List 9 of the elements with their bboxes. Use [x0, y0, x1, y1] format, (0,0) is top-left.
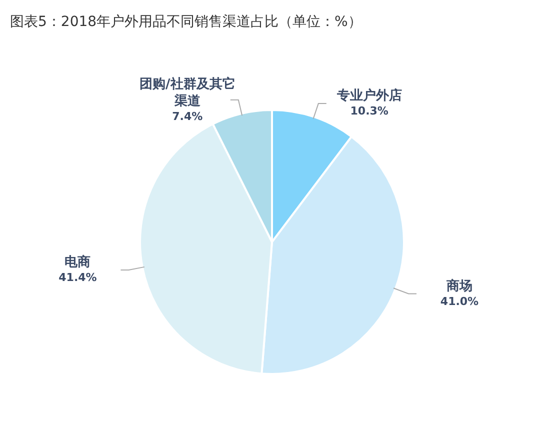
data-label: 7.4%	[172, 110, 203, 123]
slice-label: 商场	[446, 278, 473, 294]
chart-title: 图表5：2018年户外用品不同销售渠道占比（单位：%）	[10, 14, 362, 30]
data-label: 41.4%	[58, 271, 97, 284]
slice-label: 专业户外店	[336, 88, 402, 104]
data-label: 41.0%	[440, 294, 479, 308]
data-label: 10.3%	[350, 104, 388, 118]
slice-label: 团购/社群及其它渠道	[140, 76, 236, 109]
slice-label: 电商	[64, 254, 91, 270]
